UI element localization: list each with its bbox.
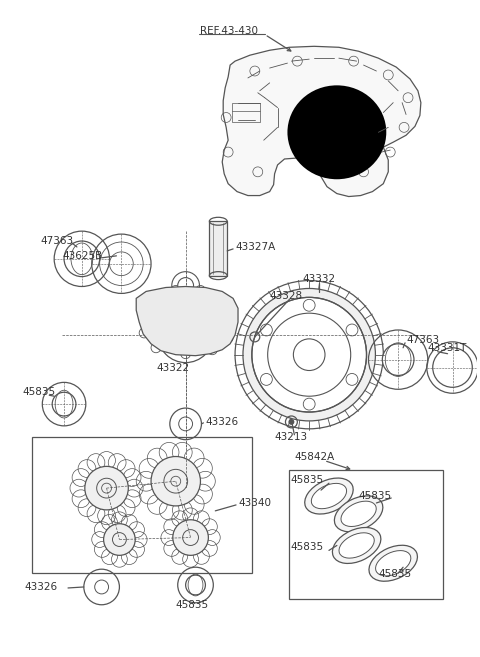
Circle shape bbox=[178, 278, 193, 294]
Text: 43326: 43326 bbox=[205, 417, 239, 427]
Text: 43332: 43332 bbox=[302, 273, 336, 284]
Text: 43340: 43340 bbox=[238, 498, 271, 508]
Polygon shape bbox=[136, 286, 238, 355]
Text: 45835: 45835 bbox=[23, 387, 56, 397]
Circle shape bbox=[104, 524, 135, 555]
Text: REF.43-430: REF.43-430 bbox=[201, 26, 258, 37]
Circle shape bbox=[433, 348, 472, 388]
Text: 43328: 43328 bbox=[270, 291, 303, 302]
Text: 45835: 45835 bbox=[359, 491, 392, 501]
Circle shape bbox=[252, 298, 367, 412]
Ellipse shape bbox=[335, 496, 383, 532]
Ellipse shape bbox=[375, 551, 411, 576]
Text: 47363: 47363 bbox=[40, 236, 73, 246]
Ellipse shape bbox=[369, 545, 418, 581]
Text: 43322: 43322 bbox=[156, 363, 189, 373]
Ellipse shape bbox=[305, 478, 353, 514]
Text: 45835: 45835 bbox=[378, 569, 411, 579]
Circle shape bbox=[111, 254, 131, 274]
Ellipse shape bbox=[312, 484, 347, 509]
Text: 45835: 45835 bbox=[290, 475, 324, 486]
Circle shape bbox=[186, 575, 205, 595]
Bar bbox=[289, 470, 443, 599]
Text: 45835: 45835 bbox=[290, 543, 324, 553]
Circle shape bbox=[64, 241, 100, 277]
Ellipse shape bbox=[339, 533, 374, 558]
Ellipse shape bbox=[341, 501, 376, 526]
Text: 43625B: 43625B bbox=[62, 251, 102, 261]
Text: 43331T: 43331T bbox=[428, 343, 467, 353]
Circle shape bbox=[52, 392, 76, 416]
Text: 43326: 43326 bbox=[24, 582, 58, 592]
Circle shape bbox=[151, 457, 201, 506]
Bar bbox=[33, 437, 252, 573]
Circle shape bbox=[173, 520, 208, 555]
Text: 45835: 45835 bbox=[176, 600, 209, 610]
Polygon shape bbox=[222, 46, 421, 196]
Circle shape bbox=[243, 288, 375, 421]
Circle shape bbox=[109, 252, 133, 276]
Text: 47363: 47363 bbox=[406, 335, 439, 345]
Ellipse shape bbox=[333, 528, 381, 564]
Text: 43327A: 43327A bbox=[235, 242, 276, 252]
Ellipse shape bbox=[288, 85, 386, 179]
Text: 43213: 43213 bbox=[275, 432, 308, 442]
Bar bbox=[209, 221, 227, 276]
Circle shape bbox=[85, 466, 128, 510]
Bar bbox=[232, 102, 260, 122]
Text: 45842A: 45842A bbox=[294, 451, 335, 461]
Circle shape bbox=[383, 344, 414, 375]
Circle shape bbox=[288, 419, 294, 425]
